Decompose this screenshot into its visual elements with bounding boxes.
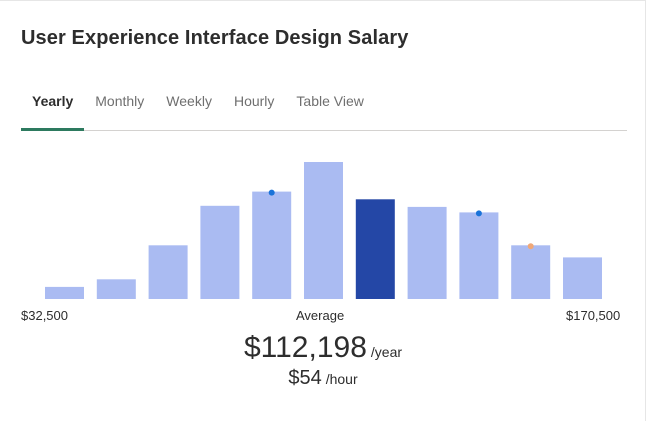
histogram-bar[interactable] bbox=[252, 191, 292, 299]
histogram-bar[interactable] bbox=[407, 206, 447, 299]
histogram-bar[interactable] bbox=[200, 205, 240, 299]
average-hourly-unit: /hour bbox=[325, 371, 358, 387]
histogram-bar[interactable] bbox=[304, 162, 343, 299]
tab-weekly[interactable]: Weekly bbox=[166, 93, 212, 109]
period-tabs: Yearly Monthly Weekly Hourly Table View bbox=[21, 81, 627, 131]
axis-max-label: $170,500 bbox=[566, 308, 621, 323]
histogram-bar[interactable] bbox=[511, 245, 551, 299]
tab-yearly[interactable]: Yearly bbox=[21, 81, 85, 131]
tab-hourly[interactable]: Hourly bbox=[233, 93, 275, 109]
histogram-marker-dot bbox=[475, 210, 482, 217]
tab-monthly[interactable]: Monthly bbox=[95, 93, 145, 109]
average-yearly-unit: /year bbox=[370, 344, 403, 360]
histogram-bar[interactable] bbox=[459, 212, 499, 299]
axis-average-label: Average bbox=[296, 308, 345, 323]
histogram-marker-dot bbox=[527, 243, 534, 250]
average-yearly-value: $112,198 bbox=[243, 331, 367, 364]
page-title: User Experience Interface Design Salary bbox=[21, 27, 409, 49]
average-yearly: $112,198/year bbox=[0, 331, 646, 365]
histogram-bar[interactable] bbox=[148, 245, 188, 299]
axis-min-label: $32,500 bbox=[21, 308, 68, 323]
histogram-bar[interactable] bbox=[45, 286, 84, 299]
histogram-bar[interactable] bbox=[563, 257, 602, 299]
average-hourly-value: $54 bbox=[288, 367, 322, 389]
histogram-bar[interactable] bbox=[96, 279, 136, 299]
average-hourly: $54/hour bbox=[0, 367, 646, 390]
histogram-marker-dot bbox=[268, 189, 275, 196]
histogram-bar-average[interactable] bbox=[355, 199, 395, 299]
tab-table-view[interactable]: Table View bbox=[296, 93, 364, 109]
